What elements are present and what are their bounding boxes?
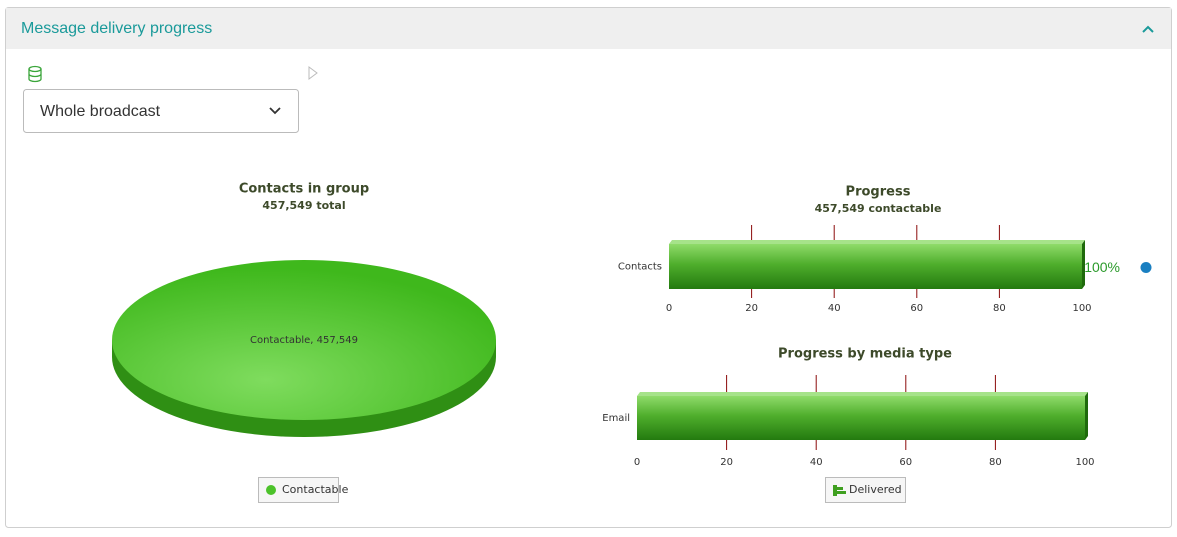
x-tick-label: 60 [899, 457, 912, 468]
legend-icon [266, 485, 276, 495]
x-tick-label: 80 [993, 303, 1006, 314]
x-tick-label: 100 [1075, 457, 1094, 468]
x-tick-label: 20 [720, 457, 733, 468]
dropdown[interactable] [23, 89, 299, 133]
dropdown-value: Whole broadcast [40, 103, 161, 120]
panel-title: Message delivery progress [21, 20, 212, 37]
panel-header[interactable] [6, 8, 1171, 49]
collapse-icon[interactable] [1142, 25, 1154, 33]
help-icon[interactable] [1140, 262, 1152, 273]
chart-title: Progress [846, 185, 911, 200]
play-icon[interactable] [308, 66, 318, 80]
chart-subtitle: 457,549 total [262, 199, 345, 212]
legend-icon [837, 491, 846, 494]
dropdown-arrow [269, 107, 281, 115]
x-tick-label: 0 [666, 303, 672, 314]
category-label: Email [602, 413, 630, 424]
value-label: 100% [1084, 259, 1120, 275]
bar[interactable] [669, 244, 1082, 289]
bar-top [669, 240, 1085, 244]
x-tick-label: 40 [828, 303, 841, 314]
bar-top [637, 392, 1088, 396]
bar-side [1085, 392, 1088, 440]
legend-label: Delivered [849, 483, 902, 496]
chart-title: Contacts in group [239, 182, 369, 197]
x-tick-label: 20 [745, 303, 758, 314]
legend-icon [833, 485, 837, 496]
bar-side [1082, 240, 1085, 289]
data-label: Contactable, 457,549 [250, 335, 358, 346]
x-tick-label: 60 [910, 303, 923, 314]
category-label: Contacts [618, 262, 662, 273]
legend-box[interactable] [258, 477, 339, 503]
legend-icon [837, 487, 843, 490]
pie-slice [112, 260, 496, 420]
database-icon [28, 65, 42, 83]
chart-title: Progress by media type [778, 347, 952, 362]
x-tick-label: 100 [1072, 303, 1091, 314]
chart-subtitle: 457,549 contactable [815, 202, 942, 215]
x-tick-label: 80 [989, 457, 1002, 468]
x-tick-label: 40 [810, 457, 823, 468]
bar[interactable] [637, 396, 1085, 440]
x-tick-label: 0 [634, 457, 640, 468]
legend-label: Contactable [282, 483, 349, 496]
